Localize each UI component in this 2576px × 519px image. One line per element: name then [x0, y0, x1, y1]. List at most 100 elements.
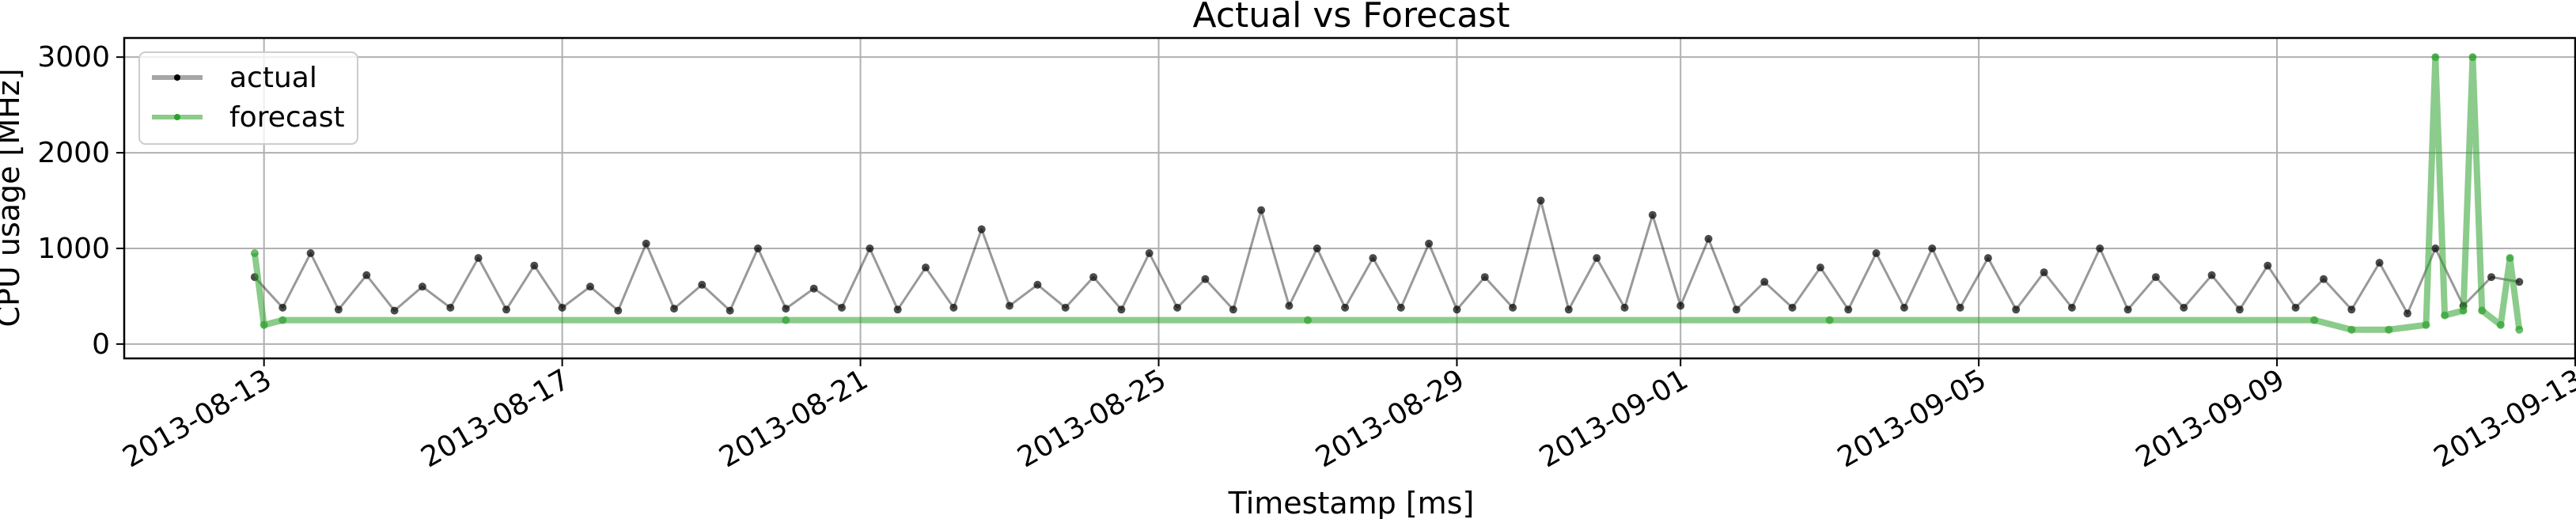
actual-point [2151, 273, 2160, 282]
chart-title: Actual vs Forecast [1193, 0, 1510, 36]
x-tick-label: 2013-09-09 [2131, 363, 2290, 474]
actual-point [1396, 303, 1405, 312]
actual-point [1564, 305, 1573, 314]
forecast-point [2506, 254, 2514, 263]
x-tick-label: 2013-08-25 [1012, 363, 1172, 474]
actual-point [809, 284, 818, 293]
actual-point [1061, 303, 1070, 312]
y-tick-label: 2000 [37, 137, 110, 169]
actual-point [1900, 303, 1908, 312]
actual-point [1676, 301, 1685, 310]
series-actual [250, 196, 2524, 318]
forecast-point [1304, 316, 1312, 324]
actual-point [1341, 303, 1350, 312]
actual-point [2515, 278, 2524, 286]
actual-point [642, 239, 650, 248]
actual-point [2431, 244, 2440, 252]
actual-point [614, 306, 623, 315]
actual-point [1089, 273, 1098, 282]
forecast-point [2496, 320, 2505, 329]
forecast-point [278, 316, 287, 324]
actual-point [1201, 275, 1210, 283]
actual-point [725, 306, 734, 315]
actual-point [1956, 303, 1964, 312]
actual-point [1983, 254, 1992, 263]
x-tick-label: 2013-09-05 [1832, 363, 1992, 474]
forecast-point [259, 320, 268, 329]
actual-point [1760, 278, 1769, 286]
actual-point [949, 303, 958, 312]
actual-point [2067, 303, 2076, 312]
actual-point [306, 249, 315, 257]
x-axis-label: Timestamp [ms] [1228, 486, 1475, 519]
forecast-point [782, 316, 790, 324]
actual-point [278, 303, 287, 312]
actual-point [1033, 280, 1042, 289]
actual-point [1536, 196, 1545, 205]
y-tick-label: 1000 [37, 233, 110, 265]
actual-point [754, 244, 762, 252]
actual-point [922, 263, 930, 272]
actual-point [1509, 303, 1517, 312]
actual-point [1006, 301, 1013, 310]
y-axis-label: CPU usage [MHz] [0, 68, 26, 327]
actual-point [977, 225, 986, 233]
forecast-point [250, 249, 259, 257]
legend: actual forecast [138, 51, 358, 145]
plot-frame [123, 36, 2576, 360]
actual-point [502, 305, 510, 314]
actual-point [390, 306, 399, 315]
actual-point [2012, 305, 2021, 314]
grid [124, 38, 2576, 358]
actual-point [1285, 301, 1294, 310]
actual-point [1593, 254, 1601, 263]
actual-point [2180, 303, 2188, 312]
actual-point [2123, 305, 2132, 314]
actual-point [782, 305, 790, 313]
actual-point [418, 282, 426, 291]
x-tick-label: 2013-08-21 [714, 363, 873, 474]
forecast-point [2468, 53, 2477, 62]
actual-point [698, 280, 707, 289]
actual-point [362, 271, 371, 279]
legend-label-forecast: forecast [229, 101, 345, 134]
legend-label-actual: actual [229, 62, 317, 94]
actual-point [893, 305, 902, 314]
actual-point [1425, 239, 1434, 248]
actual-point [1704, 234, 1713, 243]
actual-point [2291, 303, 2300, 312]
actual-point [2040, 268, 2048, 277]
actual-point [1928, 244, 1937, 252]
x-tick-label: 2013-08-13 [118, 363, 278, 474]
forecast-point [2310, 316, 2319, 324]
forecast-point [2422, 320, 2430, 329]
actual-point [2404, 309, 2411, 318]
y-axis: 0 1000 2000 3000 [37, 41, 124, 361]
series-forecast [250, 53, 2524, 334]
actual-point [670, 305, 678, 313]
legend-marker-actual [174, 74, 180, 81]
actual-point [1257, 206, 1266, 214]
actual-line [253, 199, 2520, 315]
actual-point [334, 305, 343, 314]
actual-point [1229, 305, 1237, 314]
forecast-point [2459, 306, 2468, 315]
legend-marker-forecast [174, 114, 180, 120]
actual-point [1117, 305, 1126, 314]
forecast-point [2478, 306, 2487, 315]
actual-point [2207, 271, 2216, 279]
x-axis: 2013-08-13 2013-08-17 2013-08-21 2013-08-25… [118, 358, 2576, 474]
x-tick-label: 2013-09-13 [2429, 363, 2576, 474]
legend-frame [138, 51, 358, 145]
y-tick-label: 0 [92, 328, 110, 361]
actual-point [2263, 261, 2272, 270]
actual-point [1648, 210, 1657, 219]
forecast-point [2441, 311, 2449, 320]
actual-point [1732, 305, 1741, 314]
actual-point [2487, 273, 2495, 282]
series-layer [250, 53, 2524, 334]
x-tick-label: 2013-08-17 [415, 363, 575, 474]
forecast-point [2431, 53, 2440, 62]
actual-point [558, 303, 566, 312]
